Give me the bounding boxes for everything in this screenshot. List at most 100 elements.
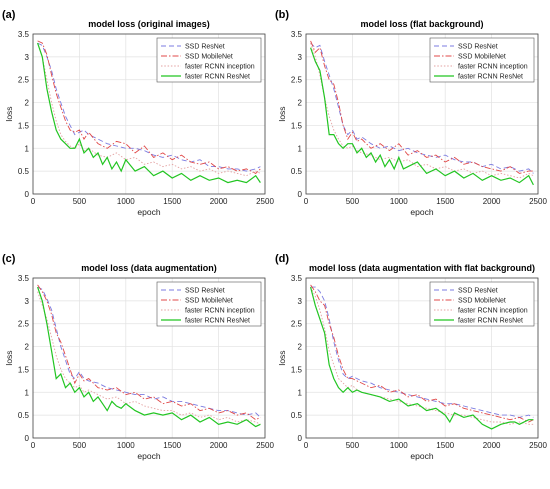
x-tick-label: 1500 <box>163 441 181 450</box>
legend-entry: SSD ResNet <box>458 288 498 295</box>
legend: SSD ResNet SSD MobileNet faster RCNN incep… <box>156 281 262 327</box>
legend-entry: SSD MobileNet <box>458 54 506 61</box>
y-tick-label: 2.5 <box>291 320 303 329</box>
x-tick-label: 2000 <box>210 197 228 206</box>
y-tick-label: 3.5 <box>291 274 303 283</box>
legend-box <box>156 281 262 327</box>
y-tick-label: 1.5 <box>291 121 303 130</box>
legend-entry: faster RCNN inception <box>458 308 528 315</box>
legend-box <box>429 281 535 327</box>
y-tick-label: 2 <box>25 99 30 108</box>
y-tick-label: 1 <box>298 144 303 153</box>
legend-box <box>429 37 535 83</box>
y-tick-label: 0 <box>298 190 303 199</box>
y-tick-label: 0.5 <box>291 167 303 176</box>
y-tick-label: 0.5 <box>18 167 30 176</box>
y-tick-label: 1 <box>25 388 30 397</box>
x-tick-label: 500 <box>73 197 87 206</box>
legend-entry: SSD MobileNet <box>185 54 233 61</box>
x-tick-label: 0 <box>31 441 36 450</box>
x-tick-label: 500 <box>346 441 360 450</box>
plot-border <box>32 277 266 439</box>
y-tick-label: 0.5 <box>291 411 303 420</box>
y-tick-label: 1.5 <box>291 365 303 374</box>
x-tick-label: 2500 <box>529 197 547 206</box>
x-tick-label: 0 <box>304 441 309 450</box>
y-tick-label: 3.5 <box>18 274 30 283</box>
legend-entry: faster RCNN ResNet <box>185 74 250 81</box>
x-axis-label: epoch <box>410 207 433 217</box>
series-line-faster-rcnn-resnet <box>37 42 261 184</box>
y-tick-label: 2 <box>25 343 30 352</box>
y-tick-label: 3.5 <box>291 30 303 39</box>
plot-border <box>32 33 266 195</box>
panel-label: (b) <box>275 9 289 21</box>
y-tick-label: 0.5 <box>18 411 30 420</box>
legend-entry: SSD ResNet <box>458 44 498 51</box>
x-tick-label: 2000 <box>483 197 501 206</box>
chart-panel-b: (b) model loss (flat background) 0 500 1000 1… <box>275 9 547 217</box>
legend-entry: SSD ResNet <box>185 44 225 51</box>
panel-label: (c) <box>2 253 16 265</box>
y-tick-label: 1 <box>25 144 30 153</box>
y-tick-label: 1 <box>298 388 303 397</box>
legend-entry: faster RCNN inception <box>185 64 255 71</box>
legend-entry: faster RCNN inception <box>185 308 255 315</box>
x-axis-label: epoch <box>410 451 433 461</box>
y-tick-label: 2.5 <box>18 76 30 85</box>
y-tick-label: 3 <box>298 53 303 62</box>
x-tick-label: 1000 <box>390 441 408 450</box>
y-tick-label: 2.5 <box>18 320 30 329</box>
y-axis-label: loss <box>4 350 14 365</box>
legend-entry: faster RCNN ResNet <box>458 318 523 325</box>
series-line-ssd-mobilenet <box>37 40 261 174</box>
y-axis-label: loss <box>277 350 287 365</box>
y-tick-label: 2 <box>298 343 303 352</box>
chart-title: model loss (flat background) <box>360 19 483 29</box>
legend-entry: SSD MobileNet <box>458 298 506 305</box>
legend: SSD ResNet SSD MobileNet faster RCNN incep… <box>429 37 535 83</box>
series-line-ssd-mobilenet <box>310 284 534 423</box>
y-tick-label: 2.5 <box>291 76 303 85</box>
chart-panel-a: (a) model loss (original images) 0 500 1000 1… <box>2 9 274 217</box>
x-tick-label: 2000 <box>483 441 501 450</box>
series-line-faster-rcnn-resnet <box>310 47 534 186</box>
chart-title: model loss (original images) <box>88 19 210 29</box>
panel-label: (a) <box>2 9 16 21</box>
panel-label: (d) <box>275 253 289 265</box>
x-tick-label: 2500 <box>256 441 274 450</box>
x-tick-label: 1500 <box>436 441 454 450</box>
y-tick-label: 3 <box>298 297 303 306</box>
series-line-ssd-mobilenet <box>310 40 534 174</box>
chart-panel-d: (d) model loss (data augmentation with fl… <box>275 253 547 461</box>
y-tick-label: 3 <box>25 297 30 306</box>
x-tick-label: 500 <box>73 441 87 450</box>
series-line-ssd-resnet <box>37 286 261 418</box>
x-tick-label: 2000 <box>210 441 228 450</box>
series-line-ssd-resnet <box>310 42 534 174</box>
x-tick-label: 2500 <box>529 441 547 450</box>
x-axis-label: epoch <box>137 207 160 217</box>
chart-title: model loss (data augmentation with flat … <box>309 263 535 273</box>
x-tick-label: 2500 <box>256 197 274 206</box>
x-tick-label: 1500 <box>163 197 181 206</box>
x-tick-label: 0 <box>31 197 36 206</box>
y-axis-label: loss <box>277 106 287 121</box>
legend-entry: faster RCNN ResNet <box>185 318 250 325</box>
y-tick-label: 1.5 <box>18 121 30 130</box>
x-tick-label: 500 <box>346 197 360 206</box>
series-line-ssd-resnet <box>37 42 261 172</box>
chart-title: model loss (data augmentation) <box>81 263 217 273</box>
legend: SSD ResNet SSD MobileNet faster RCNN incep… <box>156 37 262 83</box>
series-line-faster-rcnn-resnet <box>310 286 534 430</box>
x-tick-label: 1500 <box>436 197 454 206</box>
legend: SSD ResNet SSD MobileNet faster RCNN incep… <box>429 281 535 327</box>
legend-entry: SSD ResNet <box>185 288 225 295</box>
series-line-faster-rcnn-inception <box>37 42 261 177</box>
y-tick-label: 3 <box>25 53 30 62</box>
plot-border <box>305 33 539 195</box>
series-line-faster-rcnn-resnet <box>37 286 261 428</box>
y-tick-label: 0 <box>25 190 30 199</box>
y-tick-label: 3.5 <box>18 30 30 39</box>
